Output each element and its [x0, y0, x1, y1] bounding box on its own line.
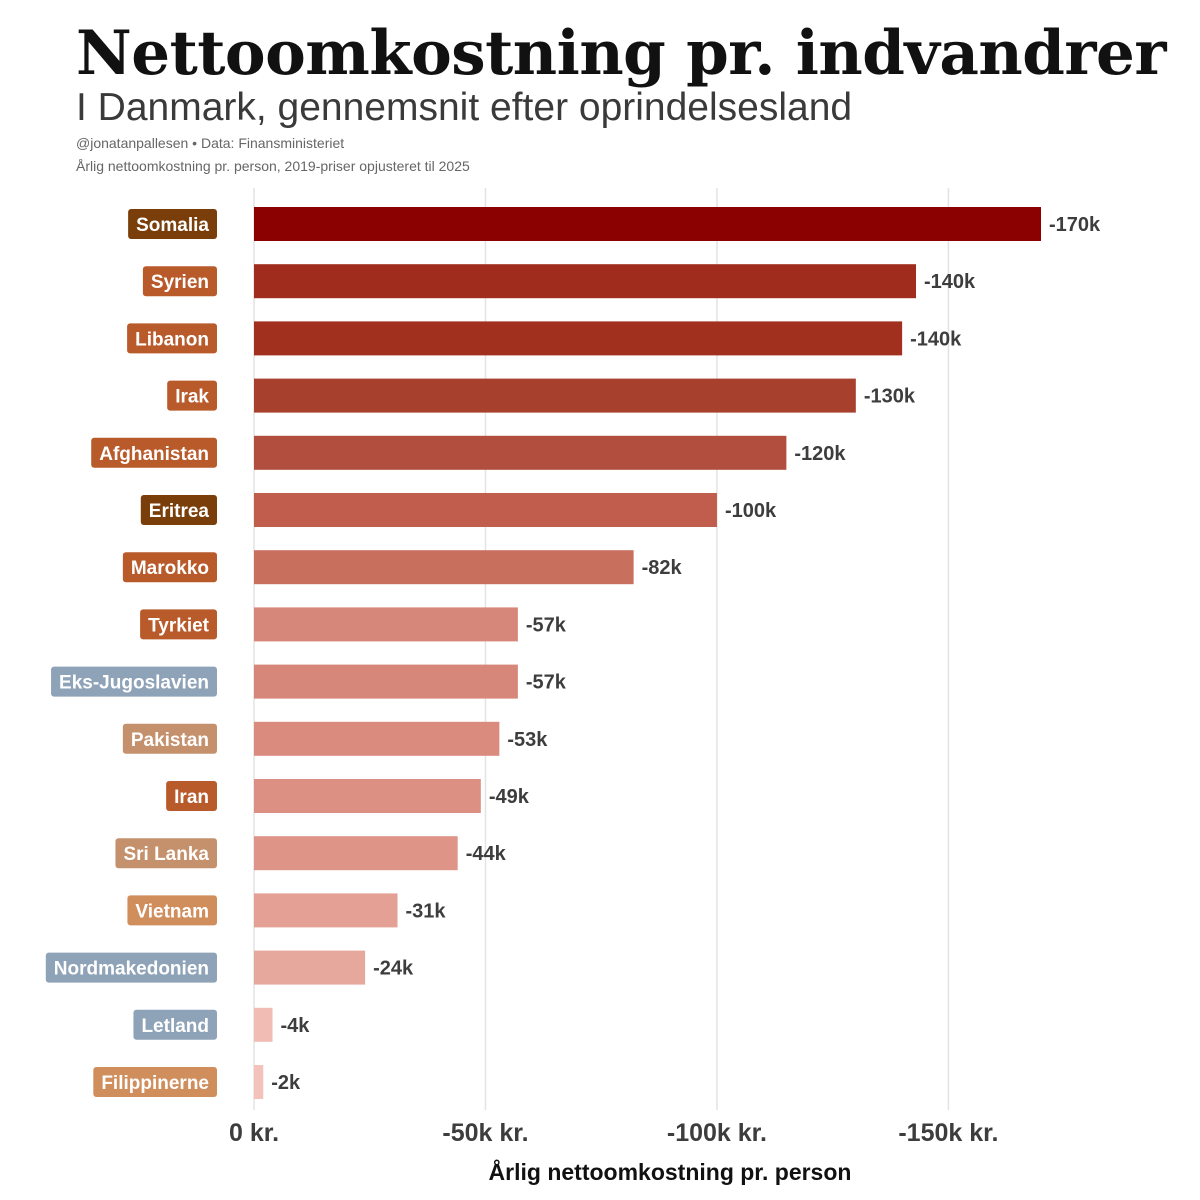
bar — [254, 435, 787, 470]
category-label: Nordmakedonien — [54, 959, 209, 980]
category-label: Eritrea — [149, 501, 210, 522]
value-label: -57k — [526, 614, 567, 636]
bar — [254, 550, 634, 585]
value-label: -49k — [489, 786, 530, 808]
bar-row: Iran -49k — [166, 779, 530, 813]
bar-row: Letland -4k — [133, 1007, 311, 1042]
category-label: Sri Lanka — [123, 844, 209, 865]
category-tag — [166, 781, 217, 811]
category-tag — [140, 609, 217, 640]
category-tag — [133, 1009, 217, 1040]
category-label: Pakistan — [131, 730, 209, 751]
value-label: -140k — [910, 328, 962, 350]
category-label: Tyrkiet — [148, 615, 210, 636]
note-caption: Årlig nettoomkostning pr. person, 2019-p… — [76, 158, 470, 174]
bar — [254, 264, 917, 299]
value-label: -170k — [1049, 214, 1101, 236]
bar-row: Afghanistan -120k — [91, 435, 846, 470]
bar — [254, 1007, 273, 1042]
source-caption: @jonatanpallesen • Data: Finansministeri… — [76, 135, 345, 151]
bar-row: Somalia -170k — [128, 207, 1101, 241]
category-tag — [142, 266, 217, 297]
value-label: -4k — [281, 1015, 311, 1037]
category-tag — [115, 838, 217, 869]
category-label: Somalia — [136, 215, 209, 236]
category-tag — [122, 723, 217, 754]
bar — [254, 893, 398, 928]
bar-row: Tyrkiet -57k — [140, 607, 567, 642]
category-tag — [51, 666, 217, 697]
value-label: -24k — [373, 958, 414, 980]
bar — [254, 321, 903, 356]
bar — [254, 779, 481, 813]
bar — [254, 950, 366, 985]
bar-row: Marokko -82k — [122, 550, 683, 585]
bar — [254, 207, 1041, 241]
value-label: -100k — [725, 500, 777, 522]
category-label: Syrien — [151, 272, 209, 293]
x-tick-label: -100k kr. — [667, 1119, 767, 1147]
category-tag — [167, 380, 217, 411]
bar-row: Nordmakedonien -24k — [45, 950, 414, 985]
bar — [254, 664, 518, 699]
category-tag — [91, 437, 217, 468]
value-label: -120k — [794, 443, 846, 465]
bar — [254, 607, 518, 642]
bar-row: Eks-Jugoslavien -57k — [51, 664, 567, 699]
category-tag — [127, 895, 217, 926]
x-tick-label: -150k kr. — [898, 1119, 998, 1147]
value-label: -130k — [864, 386, 916, 408]
category-label: Eks-Jugoslavien — [59, 673, 209, 694]
value-label: -82k — [642, 557, 683, 579]
bar — [254, 836, 458, 871]
bars: Somalia -170k Syrien -140k Libanon -140k Irak -… — [45, 207, 1101, 1099]
category-tag — [127, 323, 217, 354]
bar-row: Sri Lanka -44k — [115, 836, 507, 871]
bar-row: Filippinerne -2k — [93, 1065, 301, 1099]
bar-row: Libanon -140k — [127, 321, 962, 356]
bar — [254, 1065, 264, 1099]
value-label: -31k — [406, 900, 447, 922]
category-tag — [93, 1067, 217, 1097]
value-label: -57k — [526, 672, 567, 694]
bar-row: Syrien -140k — [142, 264, 976, 299]
x-axis-ticks: 0 kr. -50k kr. -100k kr. -150k kr. — [229, 1119, 998, 1147]
chart-title: Nettoomkostning pr. indvandrer — [76, 18, 1166, 89]
bar — [254, 493, 717, 527]
category-label: Vietnam — [135, 901, 209, 922]
value-label: -140k — [924, 271, 976, 293]
category-label: Iran — [174, 787, 209, 808]
category-label: Letland — [141, 1016, 209, 1037]
category-label: Afghanistan — [99, 444, 209, 465]
category-label: Libanon — [135, 329, 209, 350]
category-tag — [122, 552, 217, 583]
category-label: Irak — [175, 387, 209, 408]
bar-row: Eritrea -100k — [140, 493, 777, 527]
bar-row: Irak -130k — [167, 378, 916, 413]
x-tick-label: -50k kr. — [442, 1119, 528, 1147]
value-label: -53k — [507, 729, 548, 751]
category-tag — [45, 952, 217, 983]
category-label: Filippinerne — [101, 1073, 209, 1094]
value-label: -44k — [466, 843, 507, 865]
chart-subtitle: I Danmark, gennemsnit efter oprindelsesl… — [76, 86, 853, 129]
value-label: -2k — [271, 1072, 301, 1094]
category-tag — [128, 209, 217, 239]
bar — [254, 378, 856, 413]
bar — [254, 721, 500, 756]
x-tick-label: 0 kr. — [229, 1119, 279, 1147]
category-tag — [140, 495, 217, 525]
x-axis-title: Årlig nettoomkostning pr. person — [489, 1158, 852, 1185]
bar-row: Pakistan -53k — [122, 721, 548, 756]
bar-row: Vietnam -31k — [127, 893, 447, 928]
category-label: Marokko — [131, 558, 209, 579]
